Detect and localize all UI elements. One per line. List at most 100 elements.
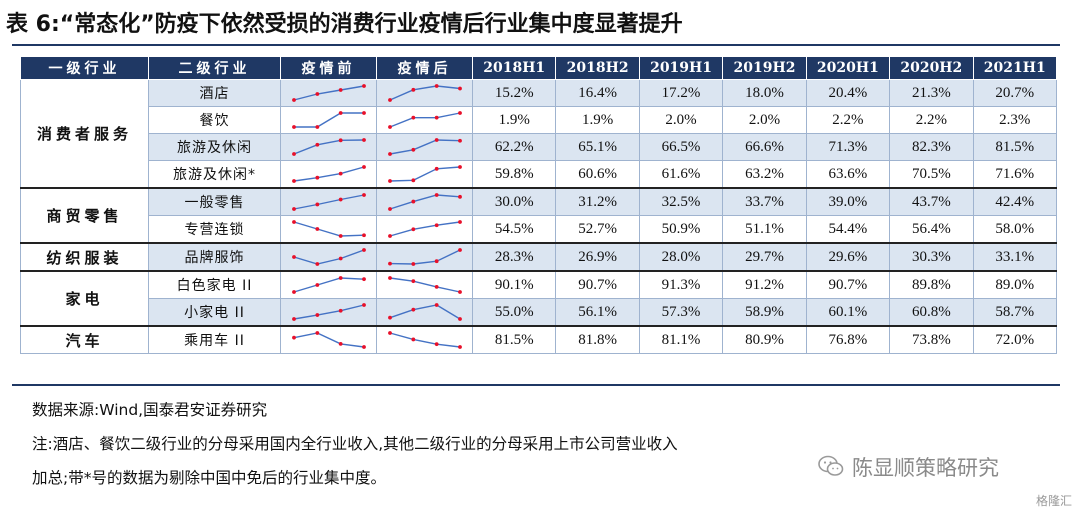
sparkline-point (361, 84, 366, 88)
sparkline (387, 84, 462, 102)
header-2019h2: 2019H2 (722, 56, 807, 80)
value-cell: 1.9% (555, 106, 640, 134)
sparkline-point (434, 223, 439, 228)
sparkline (387, 248, 462, 266)
value-cell: 17.2% (638, 79, 724, 107)
sparkline-path (389, 166, 460, 182)
value-cell: 81.8% (555, 325, 640, 354)
value-cell: 63.2% (722, 160, 807, 189)
sparkline-point (338, 138, 343, 143)
sparkline-point (410, 178, 415, 183)
sparkline (387, 276, 462, 294)
sparkline-point (291, 207, 296, 211)
sparkline (387, 220, 462, 238)
pre-epidemic-sparkline-cell (280, 160, 377, 189)
value-cell: 76.8% (805, 325, 891, 354)
value-cell: 21.3% (889, 79, 974, 107)
sparkline-path (293, 277, 364, 293)
sparkline-point (361, 165, 366, 169)
sparkline-point (410, 115, 415, 120)
subindustry-cell: 旅游及休闲* (148, 160, 281, 189)
sparkline-point (291, 98, 296, 102)
value-cell: 71.3% (805, 133, 891, 161)
value-cell: 65.1% (555, 133, 640, 161)
sparkline-point (434, 138, 439, 142)
pre-epidemic-sparkline-cell (280, 133, 377, 161)
post-epidemic-sparkline-cell (376, 160, 473, 189)
sparkline-path (389, 194, 460, 210)
pre-epidemic-sparkline-cell (280, 187, 377, 216)
header-pre-epidemic: 疫情前 (280, 56, 377, 80)
table-row: 商贸零售 一般零售 30.0% 31.2% 32.5% 33.7% 39.0% 43.7% 42… (20, 187, 1058, 244)
sparkline-point (410, 227, 415, 232)
sparkline-point (457, 111, 462, 115)
sparkline-point (314, 227, 319, 231)
table-row: 汽车 乘用车 II 81.5% 81.8% 81.1% 80.9% 76.8% 73.8% 72… (20, 325, 1058, 354)
value-cell: 1.9% (471, 106, 557, 134)
value-cell: 59.8% (471, 160, 557, 189)
group-cell: 消费者服务 (20, 79, 149, 189)
sparkline-point (291, 255, 296, 259)
subindustry-cell: 酒店 (148, 79, 281, 107)
sparkline-point (291, 125, 296, 129)
sparkline (387, 111, 462, 129)
sparkline-point (361, 303, 366, 307)
header-level1: 一级行业 (20, 56, 149, 80)
sparkline-path (293, 166, 364, 182)
pre-epidemic-sparkline-cell (280, 242, 377, 272)
post-epidemic-sparkline-cell (376, 187, 473, 216)
sparkline (387, 331, 462, 349)
post-epidemic-sparkline-cell (376, 79, 473, 107)
sparkline-point (387, 179, 392, 183)
value-cell: 56.4% (889, 215, 974, 244)
sparkline-point (457, 220, 462, 224)
subindustry-cell: 餐饮 (148, 106, 281, 134)
value-cell: 30.0% (471, 187, 557, 216)
sparkline-point (314, 142, 319, 147)
value-cell: 66.5% (638, 133, 724, 161)
sparkline-path (293, 139, 364, 155)
sparkline (291, 331, 366, 349)
sparkline (291, 165, 366, 183)
sparkline (387, 138, 462, 156)
sparkline-point (387, 315, 392, 320)
header-2018h1: 2018H1 (471, 56, 557, 80)
pre-epidemic-sparkline-cell (280, 298, 377, 327)
sparkline-point (457, 317, 462, 321)
value-cell: 50.9% (638, 215, 724, 244)
sparkline-point (338, 234, 343, 238)
sparkline (291, 84, 366, 102)
sparkline-path (389, 249, 460, 265)
sparkline-point (338, 308, 343, 313)
wechat-icon (818, 455, 844, 476)
value-cell: 81.5% (972, 133, 1058, 161)
value-cell: 54.5% (471, 215, 557, 244)
value-cell: 2.2% (805, 106, 891, 134)
watermark: 陈显顺策略研究 (818, 452, 999, 482)
sparkline-point (457, 165, 462, 169)
header-2020h2: 2020H2 (889, 56, 974, 80)
value-cell: 20.4% (805, 79, 891, 107)
sparkline-point (387, 207, 392, 211)
value-cell: 26.9% (555, 242, 640, 272)
sparkline-point (291, 179, 296, 183)
sparkline-point (457, 345, 462, 349)
sparkline-point (338, 256, 343, 261)
value-cell: 43.7% (889, 187, 974, 216)
sparkline-point (338, 171, 343, 176)
value-cell: 2.0% (722, 106, 807, 134)
sparkline-point (434, 84, 439, 88)
brand-logo: 格隆汇 (1035, 494, 1072, 508)
value-cell: 2.3% (972, 106, 1058, 134)
sparkline (387, 165, 462, 183)
header-2018h2: 2018H2 (555, 56, 640, 80)
value-cell: 91.2% (722, 270, 807, 299)
value-cell: 42.4% (972, 187, 1058, 216)
pre-epidemic-sparkline-cell (280, 106, 377, 134)
sparkline-point (387, 152, 392, 156)
sparkline-path (293, 304, 364, 320)
group-cell: 汽车 (20, 325, 149, 354)
sparkline-path (293, 221, 364, 237)
header-2019h1: 2019H1 (638, 56, 724, 80)
sparkline (291, 220, 366, 238)
